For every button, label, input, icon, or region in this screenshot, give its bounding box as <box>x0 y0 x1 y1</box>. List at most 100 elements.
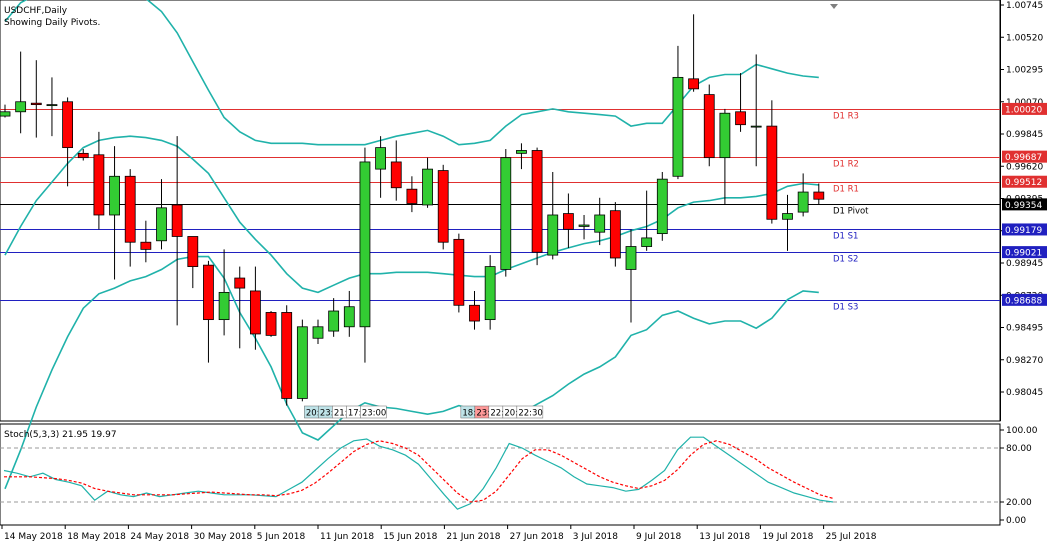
candle <box>750 54 762 167</box>
svg-text:22:30: 22:30 <box>518 409 543 419</box>
chart-subtitle: Showing Daily Pivots. <box>4 18 100 28</box>
candle <box>249 266 261 350</box>
candle <box>62 97 73 187</box>
pivot-label: D1 S2 <box>833 255 858 265</box>
svg-text:0.98688: 0.98688 <box>1005 296 1042 306</box>
pivot-label: D1 S1 <box>833 232 858 242</box>
candle <box>77 149 89 161</box>
candle <box>312 319 324 344</box>
date-tick-label: 11 Jun 2018 <box>320 532 374 542</box>
date-tick-label: 15 Jun 2018 <box>383 532 437 542</box>
date-tick-label: 30 May 2018 <box>194 532 253 542</box>
svg-text:22:: 22: <box>490 409 504 419</box>
candle <box>594 197 606 246</box>
candle <box>281 305 293 406</box>
pivot-value-tag: 0.98688 <box>1002 293 1047 306</box>
bollinger-lower-line <box>4 255 819 490</box>
date-tick-label: 3 Jul 2018 <box>573 532 618 542</box>
candle <box>437 164 449 250</box>
date-tick-label: 27 Jun 2018 <box>510 532 564 542</box>
svg-text:0.99179: 0.99179 <box>1005 226 1042 236</box>
candle <box>140 220 152 263</box>
candle <box>735 73 746 132</box>
pivot-value-tag: 0.99354 <box>1002 198 1047 211</box>
candle <box>156 179 167 250</box>
candle <box>93 131 105 230</box>
candle <box>343 290 355 337</box>
svg-text:0.99687: 0.99687 <box>1005 153 1042 163</box>
candle <box>171 136 183 326</box>
candle <box>797 173 809 217</box>
price-tick-label: 0.98270 <box>1006 356 1043 366</box>
stoch-tick-label: 100.00 <box>1006 426 1038 436</box>
candle <box>296 319 308 402</box>
candle <box>531 147 543 266</box>
stoch-tick-label: 20.00 <box>1006 498 1032 508</box>
svg-text:21:: 21: <box>334 409 348 419</box>
candle <box>124 169 136 267</box>
pivot-value-tag: 0.99687 <box>1002 150 1047 163</box>
chart-symbol: USDCHF,Daily <box>4 6 68 16</box>
svg-text:18:: 18: <box>462 409 476 419</box>
time-box: 20: 23: 21: 17: 23:00 <box>304 405 387 419</box>
stoch-tick-label: 80.00 <box>1006 444 1032 454</box>
pivot-value-tag: 1.00020 <box>1002 102 1047 115</box>
candle <box>0 104 11 118</box>
price-tick-label: 1.00520 <box>1006 33 1043 43</box>
svg-text:20:: 20: <box>306 409 320 419</box>
stoch-signal-line <box>4 440 834 503</box>
pivot-value-tag: 0.99179 <box>1002 223 1047 236</box>
price-tick-label: 1.00295 <box>1006 66 1043 76</box>
date-tick-label: 25 Jul 2018 <box>826 532 877 542</box>
candle <box>672 45 684 180</box>
candle <box>688 14 699 92</box>
time-box: 18: 23: 22: 20: 22:30 <box>460 405 544 419</box>
time-axis: 14 May 2018 18 May 2018 24 May 2018 30 May … <box>1 525 877 542</box>
candle <box>719 108 731 205</box>
pivot-tags: 1.00020 0.99687 0.99512 0.99354 0.99179 0.990… <box>1002 102 1047 306</box>
candle <box>203 260 214 363</box>
pivot-value-tag: 0.99021 <box>1002 246 1047 259</box>
candle <box>359 147 371 363</box>
price-tick-label: 0.99845 <box>1006 130 1043 140</box>
date-tick-label: 5 Jun 2018 <box>257 532 306 542</box>
pivot-label: D1 Pivot <box>833 207 869 217</box>
candle <box>234 266 246 349</box>
date-tick-label: 13 Jul 2018 <box>699 532 750 542</box>
candle <box>422 157 433 208</box>
svg-text:0.99354: 0.99354 <box>1005 201 1042 211</box>
candle <box>484 255 496 330</box>
svg-text:17:: 17: <box>348 409 362 419</box>
pivot-value-tag: 0.99512 <box>1002 175 1047 188</box>
scroll-marker-icon[interactable] <box>830 4 838 9</box>
pivot-label: D1 R1 <box>833 185 859 195</box>
candle <box>641 190 653 251</box>
price-tick-label: 0.98945 <box>1006 259 1043 269</box>
svg-text:20:: 20: <box>504 409 518 419</box>
date-tick-label: 24 May 2018 <box>130 532 189 542</box>
candle <box>500 149 512 277</box>
date-tick-label: 18 May 2018 <box>67 532 126 542</box>
pivot-label: D1 R3 <box>833 112 859 122</box>
candle <box>656 171 668 241</box>
price-tick-label: 0.98045 <box>1006 388 1043 398</box>
date-tick-label: 9 Jul 2018 <box>636 532 681 542</box>
candle <box>578 214 590 240</box>
candle <box>453 233 465 313</box>
date-tick-label: 14 May 2018 <box>4 532 63 542</box>
price-tick-label: 0.98495 <box>1006 324 1043 334</box>
candle <box>516 143 527 170</box>
date-tick-label: 21 Jun 2018 <box>446 532 500 542</box>
pivot-label: D1 S3 <box>833 303 858 313</box>
candle <box>406 176 418 213</box>
pivot-label: D1 R2 <box>833 160 859 170</box>
bollinger-middle-line <box>4 135 819 294</box>
candle <box>609 202 621 267</box>
stoch-axis: 100.00 80.00 20.00 0.00 <box>1000 426 1038 526</box>
candle <box>218 249 230 336</box>
svg-text:23:: 23: <box>320 409 334 419</box>
price-tick-label: 1.00070 <box>1006 98 1043 108</box>
price-tick-label: 1.00745 <box>1006 1 1043 11</box>
stoch-title: Stoch(5,3,3) 21.95 19.97 <box>4 430 117 440</box>
